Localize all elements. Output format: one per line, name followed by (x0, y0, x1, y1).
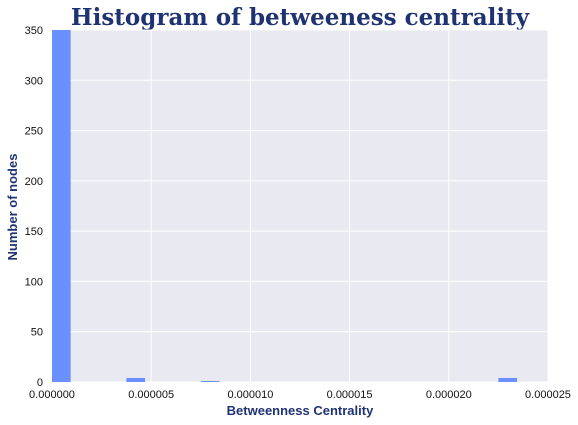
y-tick-label: 100 (25, 276, 43, 288)
plot-area (52, 30, 548, 382)
x-tick-label: 0.000020 (426, 389, 472, 401)
histogram-bar (126, 377, 146, 382)
chart-title: Histogram of betweeness centrality (71, 4, 530, 31)
y-tick-label: 200 (25, 176, 43, 188)
y-tick-label: 50 (31, 327, 43, 339)
histogram-bars (52, 30, 518, 382)
x-tick-label: 0.000000 (29, 389, 75, 401)
x-tick-label: 0.000005 (128, 389, 174, 401)
histogram-bar (52, 30, 71, 382)
x-tick-label: 0.000015 (327, 389, 373, 401)
y-tick-label: 250 (25, 126, 43, 138)
y-tick-label: 300 (25, 75, 43, 87)
x-axis-label: Betweenness Centrality (227, 403, 374, 418)
x-tick-label: 0.000025 (525, 389, 571, 401)
gridlines (51, 29, 549, 383)
histogram-bar (200, 380, 220, 382)
x-axis-ticks: 0.000000 0.000005 0.000010 0.000015 0.000020… (29, 389, 571, 401)
histogram-bar (498, 377, 518, 382)
x-tick-label: 0.000010 (227, 389, 273, 401)
y-axis-ticks: 0 50 100 150 200 250 300 350 (25, 25, 43, 389)
y-axis-label: Number of nodes (5, 154, 20, 261)
y-tick-label: 0 (37, 377, 43, 389)
y-tick-label: 350 (25, 25, 43, 37)
y-tick-label: 150 (25, 226, 43, 238)
